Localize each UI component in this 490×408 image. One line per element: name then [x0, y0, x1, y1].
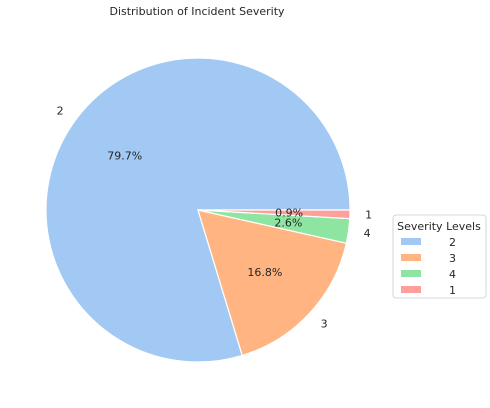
- pie-slice-1: [197, 209, 351, 220]
- percentage-label-3: 16.8%: [247, 266, 282, 279]
- percentage-label-4: 2.6%: [274, 217, 302, 230]
- category-label-3: 3: [321, 318, 328, 331]
- legend-title: Severity Levels: [397, 220, 481, 233]
- legend-frame: [392, 214, 487, 299]
- legend-swatch-4: [401, 270, 421, 277]
- legend-swatch-1: [401, 286, 421, 293]
- legend-swatch-3: [401, 254, 421, 261]
- legend: Severity Levels 2 3 4 1: [392, 214, 487, 299]
- percentage-labels: 79.7% 16.8% 2.6%0.9%: [107, 150, 303, 279]
- percentage-label-1: 0.9%: [275, 207, 303, 220]
- category-label-1: 1: [365, 209, 372, 222]
- chart-title: Distribution of Incident Severity: [109, 5, 285, 18]
- percentage-label-2: 79.7%: [107, 150, 142, 163]
- category-label-4: 4: [364, 227, 371, 240]
- pie-slice-3: [197, 209, 348, 357]
- legend-label-1: 1: [449, 284, 456, 297]
- legend-label-4: 4: [449, 268, 456, 281]
- pie-slices: [45, 57, 351, 363]
- legend-label-3: 3: [449, 252, 456, 265]
- category-label-2: 2: [57, 104, 64, 117]
- legend-items: 2 3 4 1: [401, 236, 456, 297]
- legend-label-2: 2: [449, 236, 456, 249]
- category-labels: 2 3 4 1: [57, 104, 372, 330]
- legend-swatch-2: [401, 238, 421, 245]
